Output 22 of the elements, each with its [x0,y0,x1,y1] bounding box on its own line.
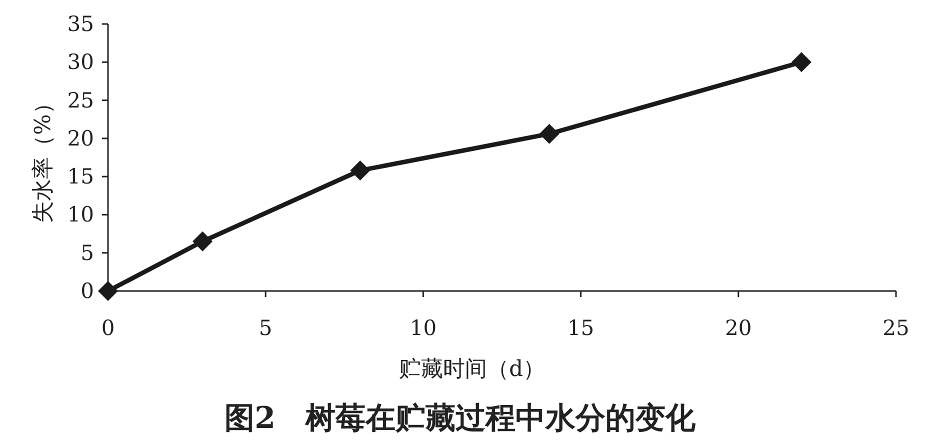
y-tick-label: 10 [67,202,94,227]
x-tick-label: 5 [258,316,272,340]
x-tick-label: 0 [101,316,115,340]
y-axis-title: 失水率（%） [31,92,56,223]
x-tick-label: 10 [410,316,437,340]
point [98,281,118,301]
text: 图2 树莓在贮藏过程中水分的变化 [224,401,696,436]
y-tick-label: 5 [80,240,94,265]
x-axis-title: 贮藏时间（d） [398,357,546,382]
point [539,124,560,144]
y-tick-label: 30 [67,50,94,74]
point [192,231,213,252]
y-tick-label: 0 [80,279,94,303]
y-tick-label: 35 [67,12,94,36]
y-tick-label: 15 [67,164,94,189]
point [791,52,812,72]
x-tick-label: 20 [725,316,752,340]
x-tick-label: 25 [882,316,910,340]
y-tick-label: 20 [67,126,94,150]
point [350,160,370,180]
y-tick-label: 25 [67,88,94,112]
x-tick-label: 15 [567,316,594,340]
